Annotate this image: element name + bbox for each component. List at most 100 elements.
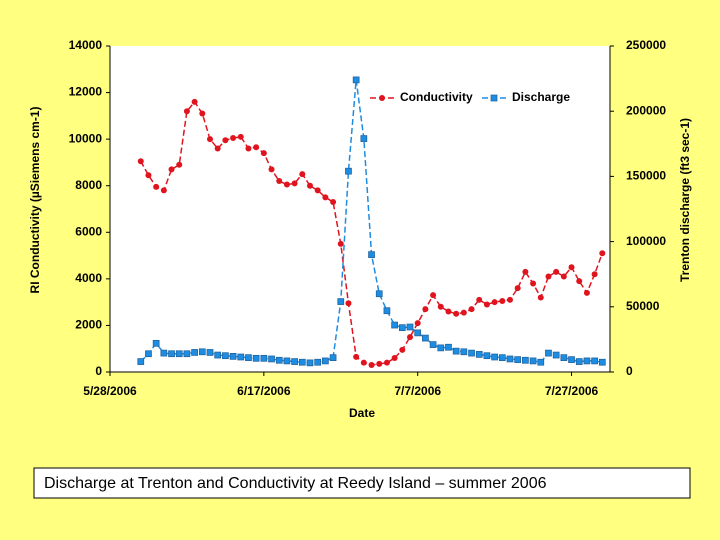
y-tick-label: 8000 <box>75 178 102 192</box>
data-point <box>199 110 206 117</box>
data-point <box>137 358 145 365</box>
data-point <box>445 343 452 351</box>
data-point <box>207 136 213 143</box>
y2-tick-label: 250000 <box>626 38 666 52</box>
data-point <box>352 76 360 84</box>
data-point <box>537 294 544 301</box>
data-point <box>183 350 191 358</box>
data-point <box>398 324 406 332</box>
data-point <box>145 172 152 179</box>
data-point <box>337 240 344 247</box>
data-point <box>407 334 413 341</box>
data-point <box>322 194 329 201</box>
y-tick-label: 0 <box>95 364 102 378</box>
data-point <box>307 182 313 189</box>
data-point <box>153 183 160 190</box>
data-point <box>368 251 375 258</box>
data-point <box>475 351 483 358</box>
y-axis-label: RI Conductivity (µSiemens cm-1) <box>28 107 42 294</box>
data-point <box>560 354 568 362</box>
data-point <box>445 308 452 315</box>
data-point <box>576 278 583 285</box>
data-point <box>145 350 152 358</box>
data-point <box>491 353 498 361</box>
data-point <box>360 359 367 366</box>
y2-tick-label: 200000 <box>626 103 666 117</box>
data-point <box>498 354 506 362</box>
data-point <box>229 353 237 360</box>
data-point <box>368 362 375 369</box>
data-point <box>383 307 391 315</box>
data-point <box>437 303 444 310</box>
data-point <box>160 187 167 194</box>
y2-tick-label: 100000 <box>626 234 666 248</box>
data-point <box>253 144 260 151</box>
data-point <box>529 357 537 365</box>
data-point <box>483 352 491 360</box>
x-tick-label: 6/17/2006 <box>237 384 291 398</box>
x-tick-label: 5/28/2006 <box>83 384 137 398</box>
data-point <box>391 355 398 362</box>
data-point <box>245 354 252 362</box>
data-point <box>514 356 522 363</box>
data-point <box>583 289 590 296</box>
data-point <box>260 150 267 157</box>
data-point <box>591 357 598 365</box>
data-point <box>222 352 229 360</box>
data-point <box>306 359 314 367</box>
data-point <box>291 358 298 365</box>
data-point <box>353 353 360 360</box>
y2-tick-label: 150000 <box>626 169 666 183</box>
data-point <box>222 137 229 144</box>
data-point <box>268 355 275 363</box>
y-tick-label: 14000 <box>69 38 103 52</box>
data-point <box>376 360 383 367</box>
caption: Discharge at Trenton and Conductivity at… <box>44 475 547 492</box>
data-point <box>399 346 406 353</box>
data-point <box>245 145 252 152</box>
data-point <box>414 320 421 327</box>
legend-marker <box>490 94 498 102</box>
data-point <box>422 334 429 342</box>
data-point <box>476 296 483 303</box>
data-point <box>391 321 398 329</box>
data-point <box>360 135 368 142</box>
data-point <box>452 347 460 355</box>
data-point <box>237 353 245 361</box>
data-point <box>545 349 552 357</box>
data-point <box>160 349 168 357</box>
x-tick-label: 7/27/2006 <box>545 384 599 398</box>
data-point <box>507 296 513 303</box>
data-point <box>206 349 214 356</box>
data-point <box>430 292 437 299</box>
data-point <box>298 358 306 366</box>
data-point <box>345 300 352 307</box>
data-point <box>183 108 190 115</box>
data-point <box>322 357 329 365</box>
y2-tick-label: 50000 <box>626 299 660 313</box>
x-axis-label: Date <box>349 406 375 420</box>
data-point <box>260 354 268 362</box>
data-point <box>283 357 291 365</box>
data-point <box>275 356 283 364</box>
data-point <box>375 290 383 298</box>
data-point <box>468 306 475 313</box>
data-point <box>575 358 583 365</box>
data-point <box>283 181 290 188</box>
data-point <box>583 357 591 365</box>
y-tick-label: 12000 <box>69 85 103 99</box>
data-point <box>406 323 414 331</box>
data-point <box>522 268 529 275</box>
y-tick-label: 6000 <box>75 224 102 238</box>
data-point <box>429 341 437 348</box>
data-point <box>499 297 506 304</box>
data-point <box>329 354 337 362</box>
data-point <box>483 301 490 308</box>
data-point <box>198 348 206 356</box>
y-tick-label: 4000 <box>75 271 102 285</box>
data-point <box>299 171 306 178</box>
data-point <box>568 264 575 271</box>
data-point <box>591 271 598 278</box>
data-point <box>137 158 144 165</box>
data-point <box>314 187 321 194</box>
